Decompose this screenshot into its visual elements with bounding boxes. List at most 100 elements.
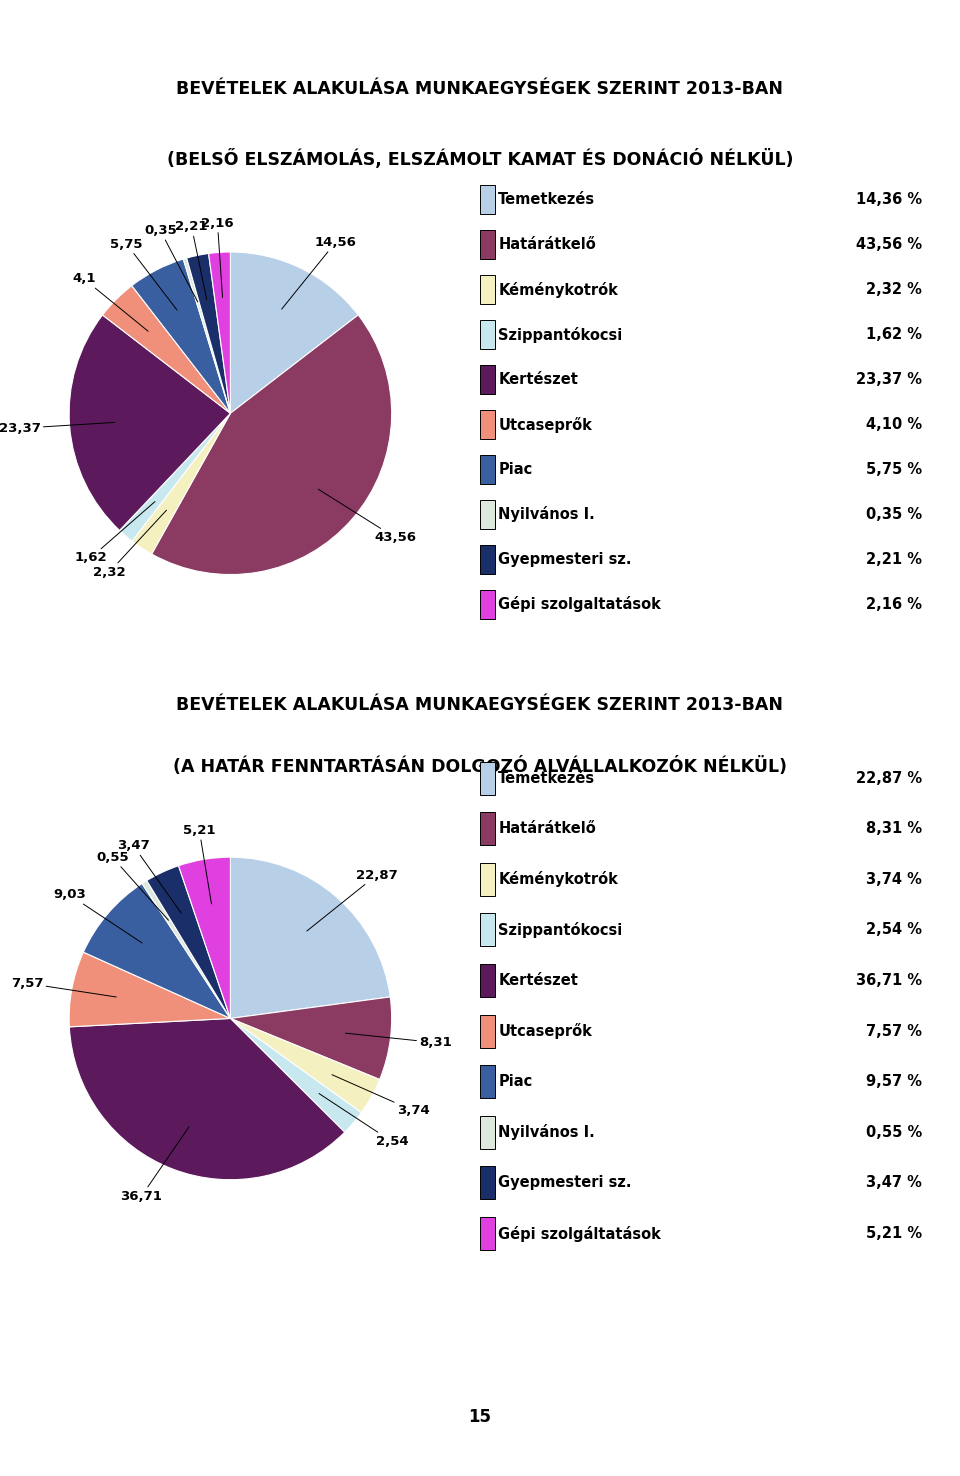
- Text: Gépi szolgáltatások: Gépi szolgáltatások: [498, 1225, 661, 1241]
- Text: Szippantókocsi: Szippantókocsi: [498, 326, 622, 342]
- Text: Kéménykotrók: Kéménykotrók: [498, 282, 618, 298]
- Text: 9,57 %: 9,57 %: [866, 1075, 923, 1089]
- Bar: [480, 812, 495, 846]
- Text: BEVÉTELEK ALAKULÁSA MUNKAEGYSÉGEK SZERINT 2013-BAN: BEVÉTELEK ALAKULÁSA MUNKAEGYSÉGEK SZERIN…: [177, 80, 783, 97]
- Wedge shape: [230, 252, 358, 413]
- Text: 3,74 %: 3,74 %: [866, 872, 923, 887]
- Text: 5,75: 5,75: [110, 238, 177, 310]
- Bar: [480, 914, 495, 946]
- Text: Kéménykotrók: Kéménykotrók: [498, 871, 618, 887]
- Text: 2,21: 2,21: [176, 220, 208, 300]
- Text: 43,56: 43,56: [319, 489, 417, 545]
- Text: 14,56: 14,56: [281, 236, 356, 308]
- Text: (A HATÁR FENNTARTÁSÁN DOLGOZÓ ALVÁLLALKOZÓK NÉLKÜL): (A HATÁR FENNTARTÁSÁN DOLGOZÓ ALVÁLLALKO…: [173, 757, 787, 776]
- Text: Utcaseprők: Utcaseprők: [498, 1023, 592, 1039]
- Bar: [480, 590, 495, 618]
- Text: Kertészet: Kertészet: [498, 372, 578, 387]
- Text: Nyilvános I.: Nyilvános I.: [498, 506, 595, 523]
- Text: Szippantókocsi: Szippantókocsi: [498, 922, 622, 937]
- Text: 3,74: 3,74: [332, 1075, 430, 1117]
- Text: 7,57: 7,57: [11, 977, 116, 996]
- Text: 2,32: 2,32: [93, 511, 166, 579]
- Text: 2,54: 2,54: [319, 1094, 408, 1148]
- Wedge shape: [183, 258, 230, 413]
- Text: Kertészet: Kertészet: [498, 973, 578, 987]
- Bar: [480, 455, 495, 484]
- Wedge shape: [230, 996, 392, 1079]
- Text: 14,36 %: 14,36 %: [856, 192, 923, 207]
- Wedge shape: [132, 260, 230, 413]
- Text: 2,32 %: 2,32 %: [866, 282, 923, 297]
- Text: 1,62: 1,62: [74, 502, 155, 564]
- Wedge shape: [69, 952, 230, 1027]
- Text: BEVÉTELEK ALAKULÁSA MUNKAEGYSÉGEK SZERINT 2013-BAN: BEVÉTELEK ALAKULÁSA MUNKAEGYSÉGEK SZERIN…: [177, 695, 783, 714]
- Text: 7,57 %: 7,57 %: [866, 1023, 923, 1039]
- Bar: [480, 320, 495, 350]
- Bar: [480, 964, 495, 996]
- Text: 36,71: 36,71: [121, 1126, 189, 1203]
- Text: 15: 15: [468, 1408, 492, 1426]
- Text: 8,31: 8,31: [346, 1033, 452, 1049]
- Text: 0,35 %: 0,35 %: [866, 506, 923, 523]
- Text: Utcaseprők: Utcaseprők: [498, 416, 592, 432]
- Bar: [480, 184, 495, 214]
- Text: Temetkezés: Temetkezés: [498, 770, 595, 785]
- Text: Gépi szolgaltatások: Gépi szolgaltatások: [498, 596, 661, 613]
- Text: 5,75 %: 5,75 %: [866, 462, 923, 477]
- Wedge shape: [147, 866, 230, 1018]
- Bar: [480, 500, 495, 528]
- Wedge shape: [84, 884, 230, 1018]
- Wedge shape: [186, 254, 230, 413]
- Bar: [480, 762, 495, 794]
- Text: 0,35: 0,35: [144, 224, 198, 303]
- Text: 23,37 %: 23,37 %: [856, 372, 923, 387]
- Wedge shape: [208, 252, 230, 413]
- Text: 43,56 %: 43,56 %: [856, 238, 923, 252]
- Wedge shape: [69, 1018, 345, 1179]
- Wedge shape: [132, 413, 230, 554]
- Bar: [480, 230, 495, 260]
- Text: 0,55: 0,55: [96, 852, 168, 920]
- Bar: [480, 1218, 495, 1250]
- Text: 4,10 %: 4,10 %: [866, 418, 923, 432]
- Bar: [480, 545, 495, 574]
- Text: 9,03: 9,03: [53, 889, 142, 943]
- Bar: [480, 1066, 495, 1098]
- Text: 2,16 %: 2,16 %: [866, 596, 923, 613]
- Text: 3,47: 3,47: [117, 840, 181, 914]
- Wedge shape: [230, 1018, 379, 1113]
- Wedge shape: [120, 413, 230, 542]
- Wedge shape: [103, 286, 230, 413]
- Text: 22,87 %: 22,87 %: [856, 770, 923, 785]
- Bar: [480, 1116, 495, 1148]
- Wedge shape: [142, 881, 230, 1018]
- Bar: [480, 1014, 495, 1048]
- Text: 0,55 %: 0,55 %: [866, 1125, 923, 1139]
- Text: 22,87: 22,87: [307, 869, 397, 931]
- Wedge shape: [179, 858, 230, 1018]
- Text: 2,16: 2,16: [202, 217, 234, 298]
- Wedge shape: [230, 1018, 361, 1132]
- Text: Határátkelő: Határátkelő: [498, 238, 596, 252]
- Text: 23,37: 23,37: [0, 422, 114, 435]
- Text: Piac: Piac: [498, 1075, 533, 1089]
- Text: 36,71 %: 36,71 %: [856, 973, 923, 987]
- Text: 1,62 %: 1,62 %: [866, 328, 923, 342]
- Text: 3,47 %: 3,47 %: [866, 1175, 923, 1191]
- Bar: [480, 275, 495, 304]
- Text: Gyepmesteri sz.: Gyepmesteri sz.: [498, 1175, 632, 1191]
- Text: Gyepmesteri sz.: Gyepmesteri sz.: [498, 552, 632, 567]
- Text: 2,54 %: 2,54 %: [866, 922, 923, 937]
- Text: Temetkezés: Temetkezés: [498, 192, 595, 207]
- Text: Nyilvános I.: Nyilvános I.: [498, 1125, 595, 1141]
- Wedge shape: [152, 314, 392, 574]
- Bar: [480, 410, 495, 440]
- Wedge shape: [230, 858, 390, 1018]
- Text: 8,31 %: 8,31 %: [866, 821, 923, 837]
- Text: 4,1: 4,1: [72, 273, 148, 331]
- Wedge shape: [69, 314, 230, 530]
- Bar: [480, 365, 495, 394]
- Bar: [480, 863, 495, 896]
- Text: Határátkelő: Határátkelő: [498, 821, 596, 837]
- Text: (BELSŐ ELSZÁMOLÁS, ELSZÁMOLT KAMAT ÉS DONÁCIÓ NÉLKÜL): (BELSŐ ELSZÁMOLÁS, ELSZÁMOLT KAMAT ÉS DO…: [167, 149, 793, 170]
